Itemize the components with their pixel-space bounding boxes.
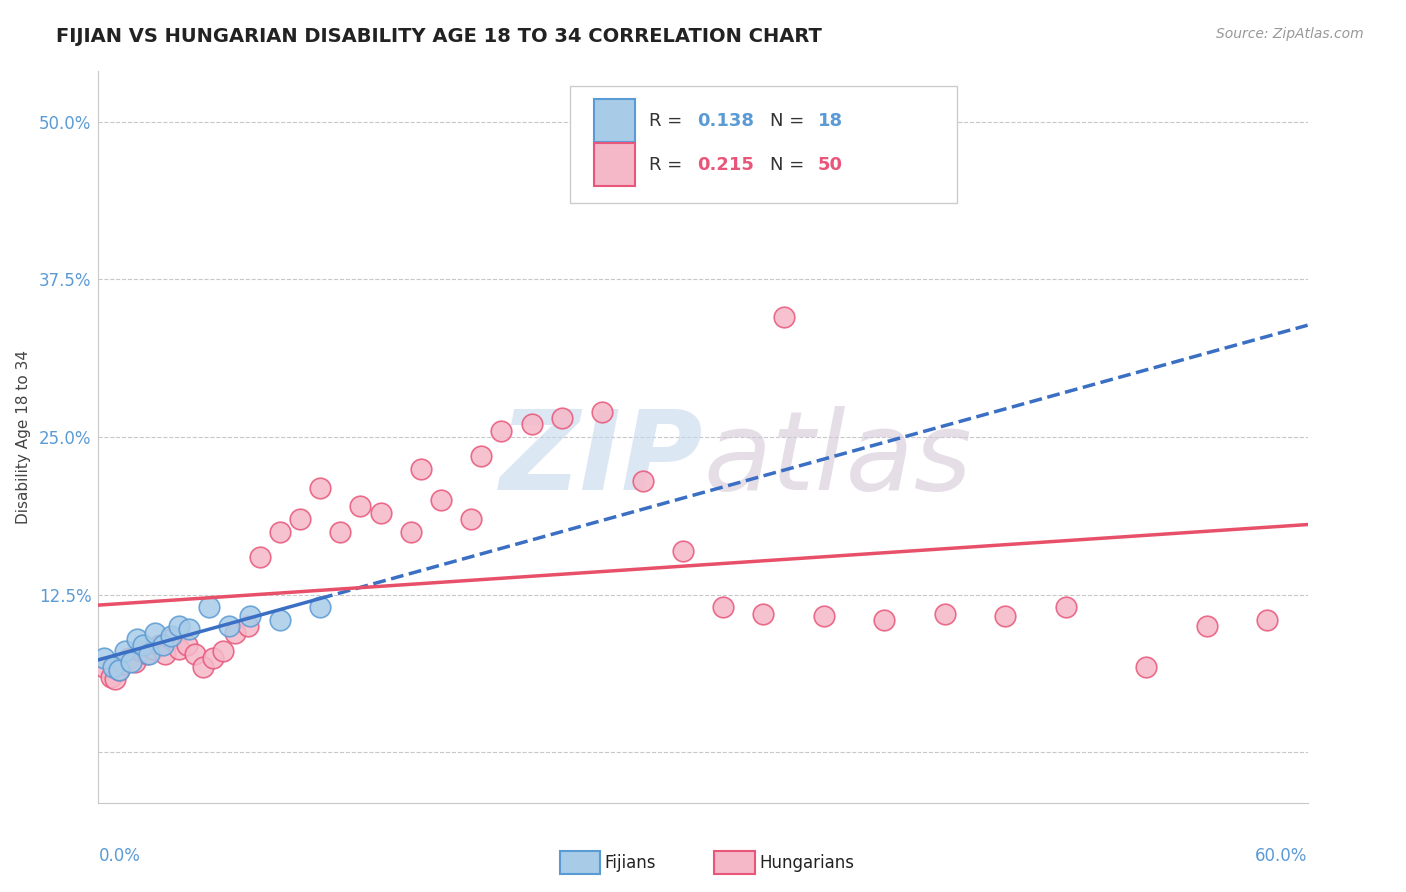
Point — [167, 619, 190, 633]
Text: 50: 50 — [818, 156, 842, 174]
Point — [772, 310, 794, 325]
Point — [399, 524, 422, 539]
Point — [309, 481, 332, 495]
Point — [249, 549, 271, 564]
Point — [107, 664, 129, 678]
Point — [1256, 613, 1278, 627]
Point — [288, 512, 311, 526]
Point — [129, 644, 152, 658]
Point — [1135, 659, 1157, 673]
Text: 18: 18 — [818, 112, 844, 130]
Point — [236, 619, 259, 633]
FancyBboxPatch shape — [595, 143, 636, 186]
Point — [349, 500, 371, 514]
Point — [93, 650, 115, 665]
Point — [153, 647, 176, 661]
Text: 0.0%: 0.0% — [98, 847, 141, 864]
Point — [309, 600, 332, 615]
Point — [124, 655, 146, 669]
Point — [202, 650, 225, 665]
Text: R =: R = — [648, 112, 688, 130]
Text: R =: R = — [648, 156, 688, 174]
Point — [184, 647, 207, 661]
Text: N =: N = — [769, 156, 810, 174]
Text: 60.0%: 60.0% — [1256, 847, 1308, 864]
Point — [138, 647, 160, 661]
Point — [934, 607, 956, 621]
Text: FIJIAN VS HUNGARIAN DISABILITY AGE 18 TO 34 CORRELATION CHART: FIJIAN VS HUNGARIAN DISABILITY AGE 18 TO… — [56, 27, 823, 45]
Point — [520, 417, 543, 432]
Point — [132, 638, 155, 652]
Point — [409, 461, 432, 475]
Text: Hungarians: Hungarians — [759, 854, 855, 871]
Point — [460, 512, 482, 526]
Point — [101, 659, 124, 673]
Point — [239, 609, 262, 624]
Point — [142, 642, 165, 657]
Point — [148, 638, 170, 652]
Text: 0.215: 0.215 — [697, 156, 754, 174]
Text: 0.138: 0.138 — [697, 112, 754, 130]
Text: Fijians: Fijians — [605, 854, 657, 871]
Point — [107, 664, 129, 678]
Point — [218, 619, 240, 633]
Point — [103, 672, 125, 686]
Point — [711, 600, 734, 615]
FancyBboxPatch shape — [569, 86, 957, 203]
Point — [160, 629, 183, 643]
Point — [111, 657, 134, 671]
Point — [672, 543, 695, 558]
Point — [193, 659, 215, 673]
Point — [135, 647, 157, 661]
Point — [125, 632, 148, 646]
Text: N =: N = — [769, 112, 810, 130]
Point — [491, 424, 513, 438]
Point — [370, 506, 392, 520]
Point — [591, 405, 613, 419]
Point — [430, 493, 453, 508]
Point — [224, 625, 246, 640]
Point — [167, 642, 190, 657]
Point — [1195, 619, 1218, 633]
Point — [994, 609, 1017, 624]
Text: Source: ZipAtlas.com: Source: ZipAtlas.com — [1216, 27, 1364, 41]
Point — [873, 613, 896, 627]
Point — [470, 449, 492, 463]
Point — [120, 655, 142, 669]
Point — [212, 644, 235, 658]
Point — [198, 600, 221, 615]
Point — [176, 638, 198, 652]
Point — [152, 638, 174, 652]
Point — [329, 524, 352, 539]
Point — [118, 650, 141, 665]
Y-axis label: Disability Age 18 to 34: Disability Age 18 to 34 — [15, 350, 31, 524]
Point — [631, 474, 654, 488]
Point — [179, 622, 201, 636]
Point — [100, 670, 122, 684]
Point — [269, 524, 291, 539]
Text: atlas: atlas — [703, 406, 972, 513]
Point — [752, 607, 775, 621]
Point — [143, 625, 166, 640]
Point — [114, 644, 136, 658]
Point — [269, 613, 291, 627]
Point — [813, 609, 835, 624]
FancyBboxPatch shape — [595, 99, 636, 143]
Text: ZIP: ZIP — [499, 406, 703, 513]
Point — [160, 632, 183, 646]
Point — [551, 411, 574, 425]
Point — [1054, 600, 1077, 615]
Point — [93, 659, 115, 673]
